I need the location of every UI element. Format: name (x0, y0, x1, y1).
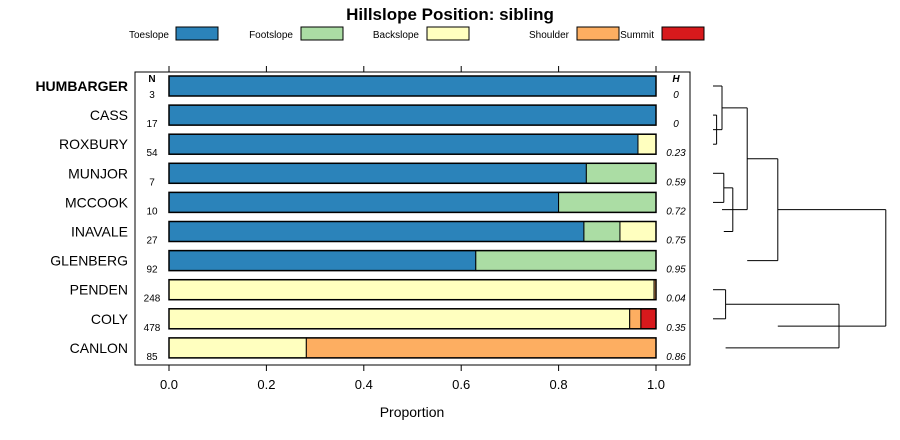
h-labels: 0 0 0.23 0.59 0.72 0.75 0.95 0.04 0.35 0.86 (666, 90, 686, 363)
row-h: 0.86 (666, 352, 686, 363)
row-n: 92 (146, 265, 158, 276)
row-label: COLY (91, 311, 129, 327)
bar-segment-footslope (583, 221, 621, 242)
row-h: 0 (673, 119, 679, 130)
row-h: 0.95 (666, 265, 686, 276)
n-header: N (148, 74, 155, 85)
bar-outline (168, 104, 657, 126)
x-axis: 0.0 0.2 0.4 0.6 0.8 1.0 (160, 365, 665, 392)
row-h: 0.23 (666, 148, 686, 159)
row-n: 10 (146, 206, 158, 217)
n-labels: 3 17 54 7 10 27 92 248 478 85 (144, 90, 161, 363)
legend-swatch (175, 26, 219, 41)
row-n: 17 (146, 119, 158, 130)
chart-legend: Toeslope Footslope Backslope Shoulder Summit (129, 26, 705, 41)
bar-outline (168, 249, 657, 272)
bar-segment-toeslope (168, 250, 477, 272)
bar-outline (168, 220, 657, 243)
bar-segment-backslope (637, 133, 657, 155)
legend-label: Backslope (373, 30, 420, 41)
row-n: 27 (146, 236, 158, 247)
row-n: 3 (149, 90, 155, 101)
row-h: 0 (673, 90, 679, 101)
bar-segment-backslope (168, 337, 307, 359)
row-label: MCCOOK (65, 194, 129, 210)
bar-segment-footslope (558, 191, 657, 213)
row-h: 0.04 (666, 294, 686, 305)
plot-border (134, 71, 691, 366)
x-tick-label: 0.6 (452, 377, 470, 392)
legend-swatch (426, 26, 470, 41)
bar-outline (168, 162, 657, 185)
bar-segment-backslope (619, 221, 657, 242)
x-tick-label: 0.4 (355, 377, 373, 392)
bars-group (168, 75, 657, 359)
bar-segment-backslope (168, 308, 631, 330)
bar-outline (168, 308, 657, 330)
x-tick-label: 1.0 (647, 377, 665, 392)
bar-segment-footslope (475, 250, 657, 272)
bar-segment-toeslope (168, 133, 639, 155)
bar-segment-toeslope (168, 75, 657, 97)
legend-swatch (576, 26, 620, 41)
x-tick-label: 0.2 (257, 377, 275, 392)
legend-swatch (300, 26, 344, 41)
bar-segment-toeslope (168, 221, 585, 242)
chart-title: Hillslope Position: sibling (346, 5, 554, 24)
x-axis-title: Proportion (380, 404, 445, 420)
h-header: H (672, 74, 680, 85)
row-label: CANLON (70, 340, 128, 356)
bar-outline (168, 337, 657, 359)
legend-swatch (661, 26, 705, 41)
bar-outline (168, 278, 657, 301)
row-n: 248 (144, 294, 161, 305)
bar-segment-summit (640, 308, 657, 330)
bar-outline (168, 133, 657, 155)
row-label: HUMBARGER (35, 78, 128, 94)
legend-label: Shoulder (529, 30, 570, 41)
row-label: GLENBERG (50, 253, 128, 269)
legend-label: Summit (620, 30, 654, 41)
row-h: 0.72 (666, 206, 686, 217)
bar-segment-shoulder (305, 337, 657, 359)
row-label: ROXBURY (59, 136, 129, 152)
x-tick-label: 0.0 (160, 377, 178, 392)
row-n: 54 (146, 148, 158, 159)
bar-segment-backslope (168, 279, 655, 301)
bar-segment-shoulder (629, 308, 642, 330)
row-n: 7 (149, 177, 155, 188)
bar-segment-toeslope (168, 104, 657, 126)
bar-outline (168, 75, 657, 97)
dendrogram (713, 85, 887, 349)
row-n: 478 (144, 323, 161, 334)
bar-segment-footslope (585, 162, 657, 184)
row-label: PENDEN (70, 282, 128, 298)
row-label: MUNJOR (68, 165, 128, 181)
row-labels: HUMBARGER CASS ROXBURY MUNJOR MCCOOK INAVALE G… (35, 78, 128, 356)
x-tick-label: 0.8 (550, 377, 568, 392)
row-n: 85 (146, 352, 158, 363)
bar-outline (168, 191, 657, 214)
bar-segment-toeslope (168, 162, 587, 184)
legend-label: Footslope (249, 30, 293, 41)
bar-segment-toeslope (168, 191, 560, 213)
row-label: INAVALE (71, 224, 128, 240)
row-label: CASS (90, 107, 128, 123)
row-h: 0.59 (666, 177, 686, 188)
legend-label: Toeslope (129, 30, 169, 41)
row-h: 0.75 (666, 236, 686, 247)
row-h: 0.35 (666, 323, 686, 334)
